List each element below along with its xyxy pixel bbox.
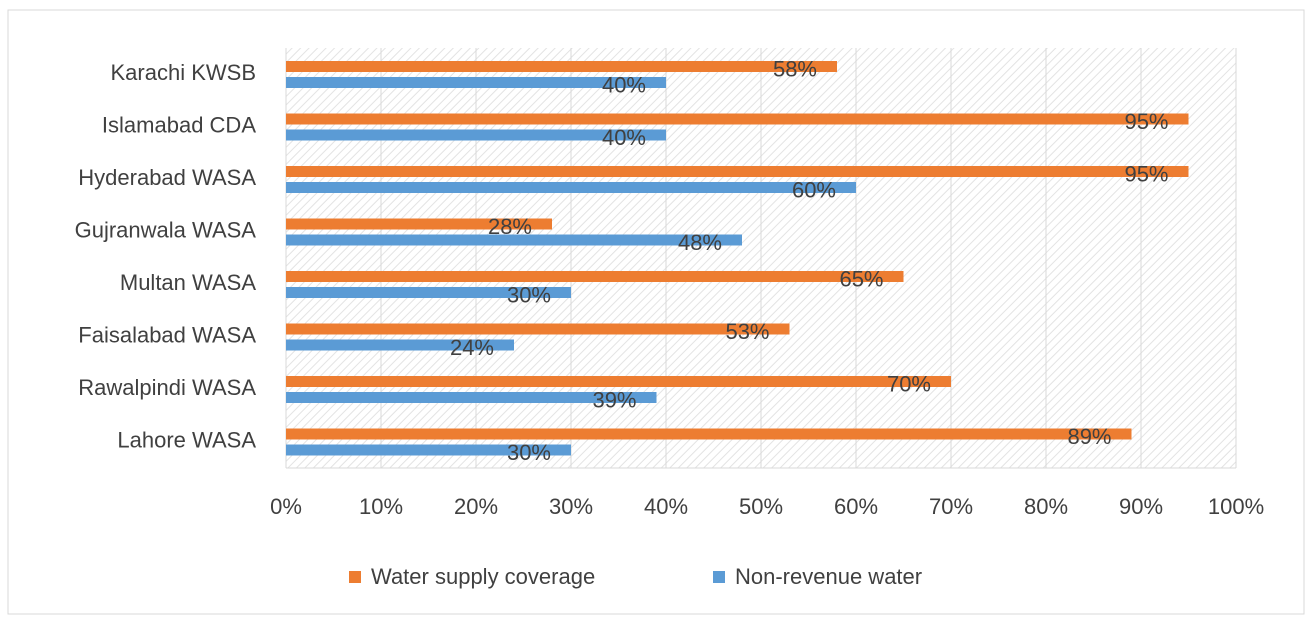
data-label: 48% xyxy=(678,230,722,255)
y-tick-label: Faisalabad WASA xyxy=(78,323,256,348)
data-label: 95% xyxy=(1124,161,1168,186)
data-label: 95% xyxy=(1124,109,1168,134)
legend-label: Water supply coverage xyxy=(371,564,595,589)
data-label: 89% xyxy=(1067,424,1111,449)
data-label: 40% xyxy=(602,72,646,97)
y-tick-label: Multan WASA xyxy=(120,270,256,295)
bar xyxy=(286,323,790,335)
bar xyxy=(286,392,657,403)
data-label: 58% xyxy=(773,56,817,81)
y-tick-label: Rawalpindi WASA xyxy=(78,375,256,400)
bar xyxy=(286,444,571,456)
bar xyxy=(286,61,837,72)
bar xyxy=(286,271,904,282)
bar xyxy=(286,287,571,298)
bar xyxy=(286,166,1189,177)
x-tick-label: 40% xyxy=(644,494,688,519)
bar xyxy=(286,428,1132,440)
bar xyxy=(286,129,666,141)
x-tick-label: 90% xyxy=(1119,494,1163,519)
data-label: 30% xyxy=(507,440,551,465)
legend-swatch xyxy=(713,571,725,583)
data-label: 39% xyxy=(592,387,636,412)
bar xyxy=(286,376,951,387)
x-tick-label: 70% xyxy=(929,494,973,519)
x-tick-label: 10% xyxy=(359,494,403,519)
data-label: 30% xyxy=(507,282,551,307)
y-tick-label: Gujranwala WASA xyxy=(75,218,257,243)
x-tick-label: 80% xyxy=(1024,494,1068,519)
x-tick-label: 30% xyxy=(549,494,593,519)
x-tick-label: 20% xyxy=(454,494,498,519)
bar xyxy=(286,77,666,88)
y-tick-label: Islamabad CDA xyxy=(102,113,256,138)
legend-swatch xyxy=(349,571,361,583)
data-label: 53% xyxy=(725,319,769,344)
x-tick-label: 60% xyxy=(834,494,878,519)
bar xyxy=(286,218,552,230)
x-tick-label: 50% xyxy=(739,494,783,519)
legend-label: Non-revenue water xyxy=(735,564,922,589)
bar xyxy=(286,339,514,351)
x-tick-label: 100% xyxy=(1208,494,1264,519)
data-label: 65% xyxy=(839,266,883,291)
data-label: 24% xyxy=(450,335,494,360)
bar xyxy=(286,234,742,246)
data-label: 70% xyxy=(887,371,931,396)
bar xyxy=(286,182,856,193)
y-tick-label: Lahore WASA xyxy=(117,428,256,453)
data-label: 40% xyxy=(602,125,646,150)
bar xyxy=(286,113,1189,125)
x-tick-label: 0% xyxy=(270,494,302,519)
y-tick-label: Karachi KWSB xyxy=(111,60,257,85)
data-label: 60% xyxy=(792,177,836,202)
y-tick-label: Hyderabad WASA xyxy=(78,165,256,190)
